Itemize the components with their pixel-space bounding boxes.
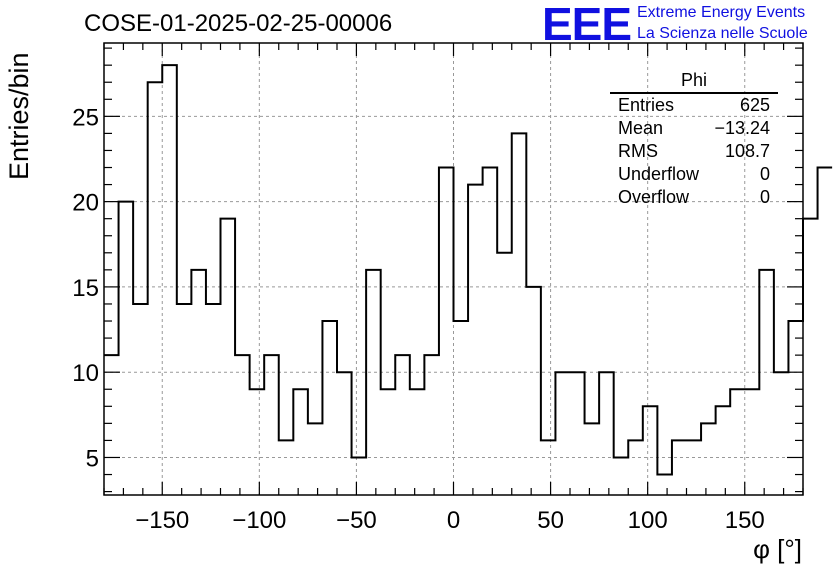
x-tick-label: 50 (537, 507, 564, 534)
x-tick-label: −150 (135, 507, 189, 534)
y-tick-label: 25 (72, 104, 99, 131)
y-axis-label: Entries/bin (4, 52, 34, 180)
stats-title: Phi (610, 70, 778, 94)
stats-value: 108.7 (724, 141, 770, 161)
x-tick-label: −100 (232, 507, 286, 534)
stats-row: Mean −13.24 (610, 117, 778, 140)
stats-row: Entries 625 (610, 94, 778, 117)
eee-logo: EEE (542, 0, 632, 50)
x-tick-label: 150 (725, 507, 765, 534)
stats-value: 0 (759, 164, 770, 184)
stats-label: Entries (618, 95, 675, 115)
y-tick-label: 20 (72, 190, 99, 217)
eee-logo-line2: La Scienza nelle Scuole (637, 25, 808, 42)
y-tick-label: 15 (72, 275, 99, 302)
plot-frame (103, 42, 804, 496)
axis-ticks (103, 43, 804, 495)
stats-value: 625 (739, 95, 770, 115)
stats-label: Overflow (618, 187, 690, 207)
stats-box: Phi Entries 625 Mean −13.24 RMS 108.7 Un… (610, 70, 778, 209)
x-tick-label: 0 (447, 507, 460, 534)
x-tick-label: 100 (628, 507, 668, 534)
stats-label: Underflow (618, 164, 700, 184)
stats-value: −13.24 (714, 118, 770, 138)
stats-row: RMS 108.7 (610, 140, 778, 163)
tick-labels: −150 −100 −50 0 50 100 150 5 10 15 20 25 (72, 104, 764, 534)
stats-value: 0 (759, 187, 770, 207)
stats-label: RMS (618, 141, 658, 161)
stats-row: Overflow 0 (610, 186, 778, 209)
x-axis-label: φ [°] (753, 534, 802, 564)
y-tick-label: 5 (86, 445, 99, 472)
histogram-outline (104, 64, 833, 476)
x-tick-label: −50 (336, 507, 377, 534)
stats-row: Underflow 0 (610, 163, 778, 186)
stats-label: Mean (618, 118, 664, 138)
chart-title: COSE-01-2025-02-25-00006 (84, 10, 393, 37)
y-tick-label: 10 (72, 360, 99, 387)
eee-logo-line1: Extreme Energy Events (637, 4, 806, 21)
